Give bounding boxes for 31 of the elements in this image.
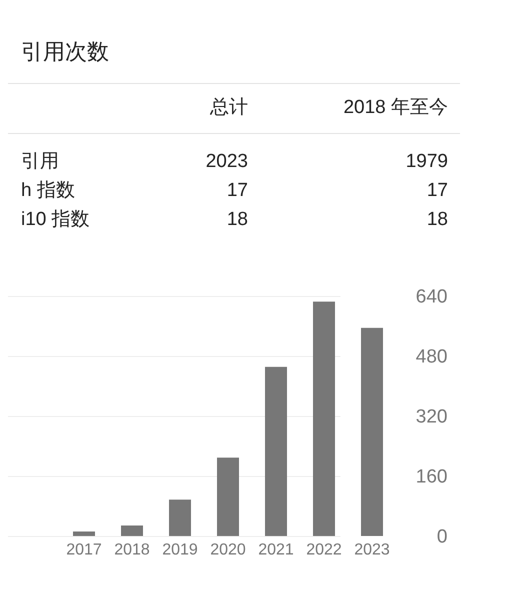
x-tick-label: 2018 [114, 542, 150, 558]
y-tick-label: 640 [416, 286, 448, 308]
y-tick-label: 160 [416, 466, 448, 488]
y-tick-label: 0 [436, 526, 448, 548]
text: 17 [226, 178, 248, 203]
text: i10 指数 [21, 208, 90, 232]
bar [313, 302, 335, 536]
x-tick-label: 2022 [306, 542, 342, 558]
x-tick-label: 2019 [162, 542, 198, 558]
text: 2023 [206, 150, 248, 174]
text: 总计 [210, 96, 248, 120]
bar [73, 532, 95, 536]
text: 2018 年至今 [343, 96, 448, 120]
y-tick-label: 480 [416, 346, 448, 368]
text: 1979 [406, 150, 448, 174]
bar [121, 526, 143, 536]
text: 18 [226, 208, 248, 232]
text: 17 [426, 178, 448, 203]
text: 引用次数 [21, 38, 109, 66]
x-tick-label: 2023 [354, 542, 390, 558]
x-tick-label: 2020 [210, 542, 246, 558]
bar [217, 458, 239, 536]
bar [169, 500, 191, 536]
x-tick-label: 2017 [66, 542, 102, 558]
text: 引用 [21, 150, 59, 174]
x-tick-label: 2021 [258, 542, 294, 558]
y-tick-label: 320 [416, 406, 448, 428]
bar [361, 328, 383, 536]
bar [265, 366, 287, 536]
text: 18 [426, 208, 448, 232]
text: h 指数 [21, 178, 75, 203]
